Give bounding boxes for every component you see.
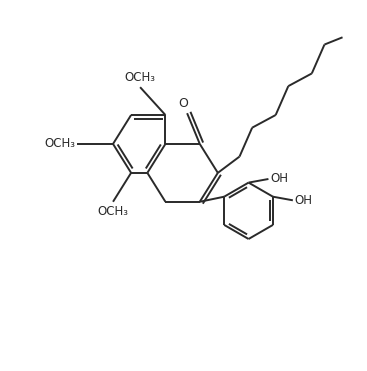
Text: OH: OH [270, 173, 288, 186]
Text: OCH₃: OCH₃ [98, 205, 128, 218]
Text: OCH₃: OCH₃ [44, 137, 75, 150]
Text: OCH₃: OCH₃ [125, 71, 156, 84]
Text: OH: OH [295, 194, 313, 207]
Text: O: O [178, 96, 188, 109]
